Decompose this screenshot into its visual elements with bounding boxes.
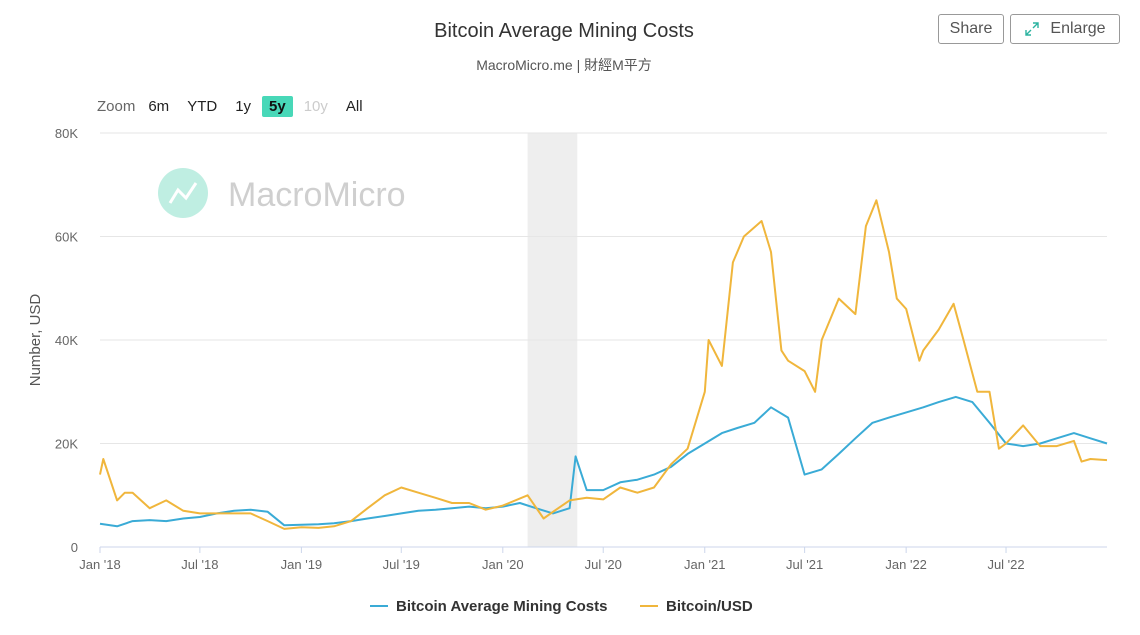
x-tick-label: Jul '20 bbox=[585, 557, 622, 572]
x-tick-label: Jan '20 bbox=[482, 557, 524, 572]
zoom-6m-button[interactable]: 6m bbox=[148, 97, 170, 115]
x-tick-label: Jan '22 bbox=[885, 557, 927, 572]
watermark-text: MacroMicro bbox=[228, 176, 406, 214]
x-tick-label: Jan '21 bbox=[684, 557, 726, 572]
legend: Bitcoin Average Mining Costs Bitcoin/USD bbox=[370, 598, 753, 615]
zoom-ytd-button[interactable]: YTD bbox=[187, 97, 218, 115]
x-tick-label: Jul '19 bbox=[383, 557, 420, 572]
zoom-selector: Zoom 6m YTD 1y 5y 10y All bbox=[97, 94, 374, 118]
watermark: MacroMicro bbox=[158, 168, 406, 218]
zoom-5y-button[interactable]: 5y bbox=[262, 95, 293, 117]
legend-item-label: Bitcoin Average Mining Costs bbox=[396, 598, 607, 615]
zoom-10y-button: 10y bbox=[303, 97, 328, 115]
share-button[interactable]: Share bbox=[938, 14, 1004, 44]
x-tick-label: Jul '18 bbox=[181, 557, 218, 572]
y-tick-label: 60K bbox=[55, 230, 78, 245]
x-tick-label: Jan '19 bbox=[281, 557, 323, 572]
enlarge-button[interactable]: Enlarge bbox=[1010, 14, 1120, 44]
x-tick-label: Jul '21 bbox=[786, 557, 823, 572]
y-axis-title: Number, USD bbox=[27, 294, 44, 387]
x-tick-label: Jul '22 bbox=[987, 557, 1024, 572]
y-tick-label: 80K bbox=[55, 126, 78, 141]
enlarge-label: Enlarge bbox=[1050, 20, 1106, 37]
series-line-mining-cost bbox=[99, 395, 1108, 528]
chart-title: Bitcoin Average Mining Costs bbox=[434, 20, 694, 42]
legend-item-label: Bitcoin/USD bbox=[666, 598, 753, 615]
y-tick-label: 40K bbox=[55, 333, 78, 348]
zoom-label: Zoom bbox=[97, 97, 136, 115]
expand-icon bbox=[1024, 21, 1040, 37]
x-tick-label: Jan '18 bbox=[79, 557, 121, 572]
zoom-1y-button[interactable]: 1y bbox=[235, 97, 252, 115]
series-line-bitcoin-usd bbox=[99, 199, 1108, 530]
zoom-all-button[interactable]: All bbox=[345, 97, 363, 115]
y-tick-label: 0 bbox=[71, 540, 78, 555]
chart-subtitle: MacroMicro.me | 財經M平方 bbox=[476, 57, 652, 73]
y-tick-label: 20K bbox=[55, 437, 78, 452]
